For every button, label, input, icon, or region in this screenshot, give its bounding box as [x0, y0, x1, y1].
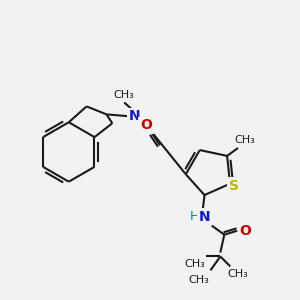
- Text: H: H: [190, 210, 199, 224]
- Text: CH₃: CH₃: [228, 269, 249, 279]
- Text: O: O: [239, 224, 251, 238]
- Text: CH₃: CH₃: [188, 275, 209, 285]
- Text: N: N: [128, 109, 140, 123]
- Text: N: N: [199, 210, 210, 224]
- Text: CH₃: CH₃: [114, 89, 135, 100]
- Text: S: S: [229, 179, 239, 193]
- Text: CH₃: CH₃: [235, 135, 255, 145]
- Text: CH₃: CH₃: [184, 260, 205, 269]
- Text: O: O: [140, 118, 152, 133]
